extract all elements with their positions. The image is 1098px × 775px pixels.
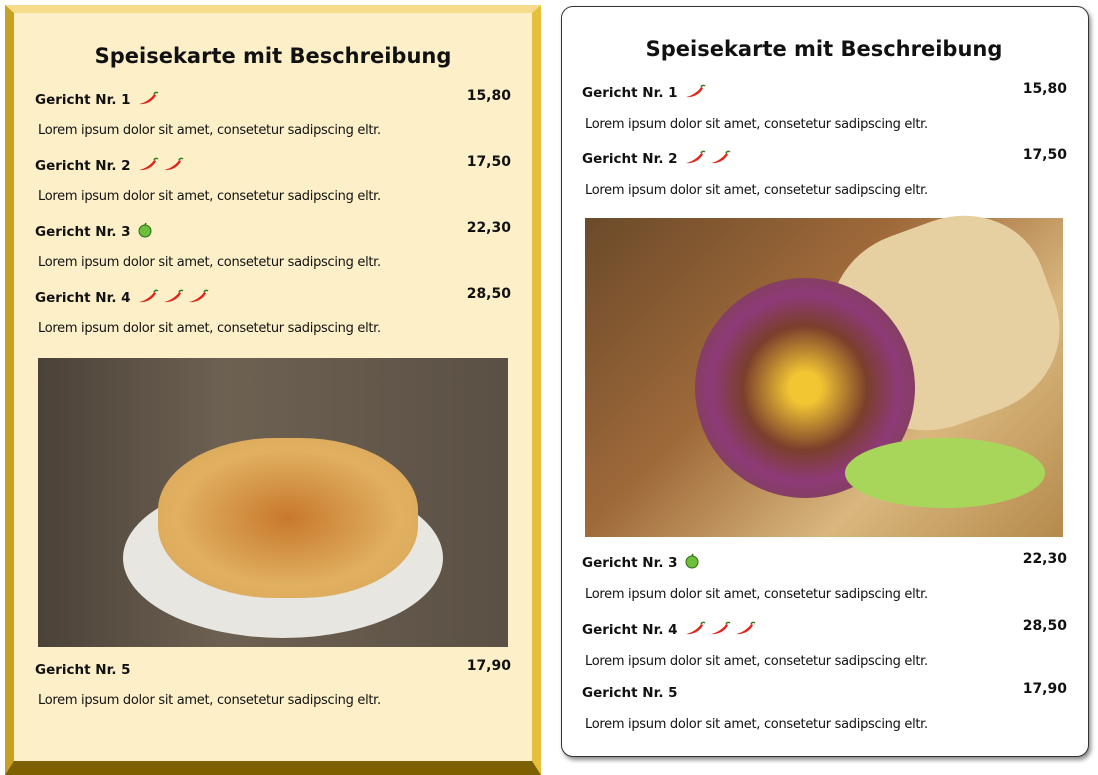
- menu-item-name: Gericht Nr. 2: [582, 149, 731, 169]
- menu-item-description: Lorem ipsum dolor sit amet, consetetur s…: [38, 189, 381, 204]
- chili-icon: [162, 289, 184, 307]
- menu-item-price: 17,90: [466, 658, 511, 674]
- chili-icon: [162, 157, 184, 175]
- menu-item-name: Gericht Nr. 3: [35, 222, 153, 242]
- item-name: Gericht Nr. 3: [35, 224, 131, 240]
- menu-item-description: Lorem ipsum dolor sit amet, consetetur s…: [585, 717, 928, 732]
- menu-item-description: Lorem ipsum dolor sit amet, consetetur s…: [585, 183, 928, 198]
- menu-item-name: Gericht Nr. 2: [35, 156, 184, 176]
- item-name: Gericht Nr. 4: [35, 290, 131, 306]
- item-name: Gericht Nr. 3: [582, 555, 678, 571]
- menu-item-price: 22,30: [466, 220, 511, 236]
- menu-title: Speisekarte mit Beschreibung: [94, 44, 452, 68]
- lime-slices: [845, 438, 1045, 508]
- chili-icon: [137, 289, 159, 307]
- menu-item-description: Lorem ipsum dolor sit amet, consetetur s…: [38, 255, 381, 270]
- item-name: Gericht Nr. 2: [35, 158, 131, 174]
- chili-icon: [709, 150, 731, 168]
- menu-item-price: 17,50: [466, 154, 511, 170]
- menu-item-name: Gericht Nr. 4: [35, 288, 209, 308]
- menu-item-name: Gericht Nr. 4: [582, 620, 756, 640]
- menu-title: Speisekarte mit Beschreibung: [645, 37, 1003, 61]
- item-name: Gericht Nr. 4: [582, 622, 678, 638]
- menu-item-description: Lorem ipsum dolor sit amet, consetetur s…: [585, 654, 928, 669]
- menu-item-name: Gericht Nr. 5: [35, 660, 131, 680]
- menu-item-price: 28,50: [1022, 618, 1067, 634]
- taco-bowl: [158, 438, 418, 598]
- vegetarian-icon: [684, 553, 700, 573]
- menu-item-price: 28,50: [466, 286, 511, 302]
- chili-icon: [684, 150, 706, 168]
- menu-item-description: Lorem ipsum dolor sit amet, consetetur s…: [585, 587, 928, 602]
- menu-item-name: Gericht Nr. 5: [582, 683, 678, 703]
- menu-item-description: Lorem ipsum dolor sit amet, consetetur s…: [38, 123, 381, 138]
- menu-item-name: Gericht Nr. 1: [35, 90, 159, 110]
- vegetarian-icon: [137, 222, 153, 242]
- menu-item-price: 15,80: [1022, 81, 1067, 97]
- chili-icon: [684, 621, 706, 639]
- menu-item-description: Lorem ipsum dolor sit amet, consetetur s…: [38, 693, 381, 708]
- item-name: Gericht Nr. 5: [35, 662, 131, 678]
- menu-item-description: Lorem ipsum dolor sit amet, consetetur s…: [38, 321, 381, 336]
- chili-icon: [187, 289, 209, 307]
- menu-item-name: Gericht Nr. 3: [582, 553, 700, 573]
- item-name: Gericht Nr. 2: [582, 151, 678, 167]
- chili-icon: [137, 157, 159, 175]
- item-name: Gericht Nr. 5: [582, 685, 678, 701]
- chili-icon: [137, 91, 159, 109]
- menu-item-price: 22,30: [1022, 551, 1067, 567]
- menu-item-price: 17,90: [1022, 681, 1067, 697]
- item-name: Gericht Nr. 1: [582, 85, 678, 101]
- chili-icon: [734, 621, 756, 639]
- menu-item-name: Gericht Nr. 1: [582, 83, 706, 103]
- chili-icon: [684, 84, 706, 102]
- menu-item-price: 15,80: [466, 88, 511, 104]
- menu-item-description: Lorem ipsum dolor sit amet, consetetur s…: [585, 117, 928, 132]
- menu-item-price: 17,50: [1022, 147, 1067, 163]
- chili-icon: [709, 621, 731, 639]
- item-name: Gericht Nr. 1: [35, 92, 131, 108]
